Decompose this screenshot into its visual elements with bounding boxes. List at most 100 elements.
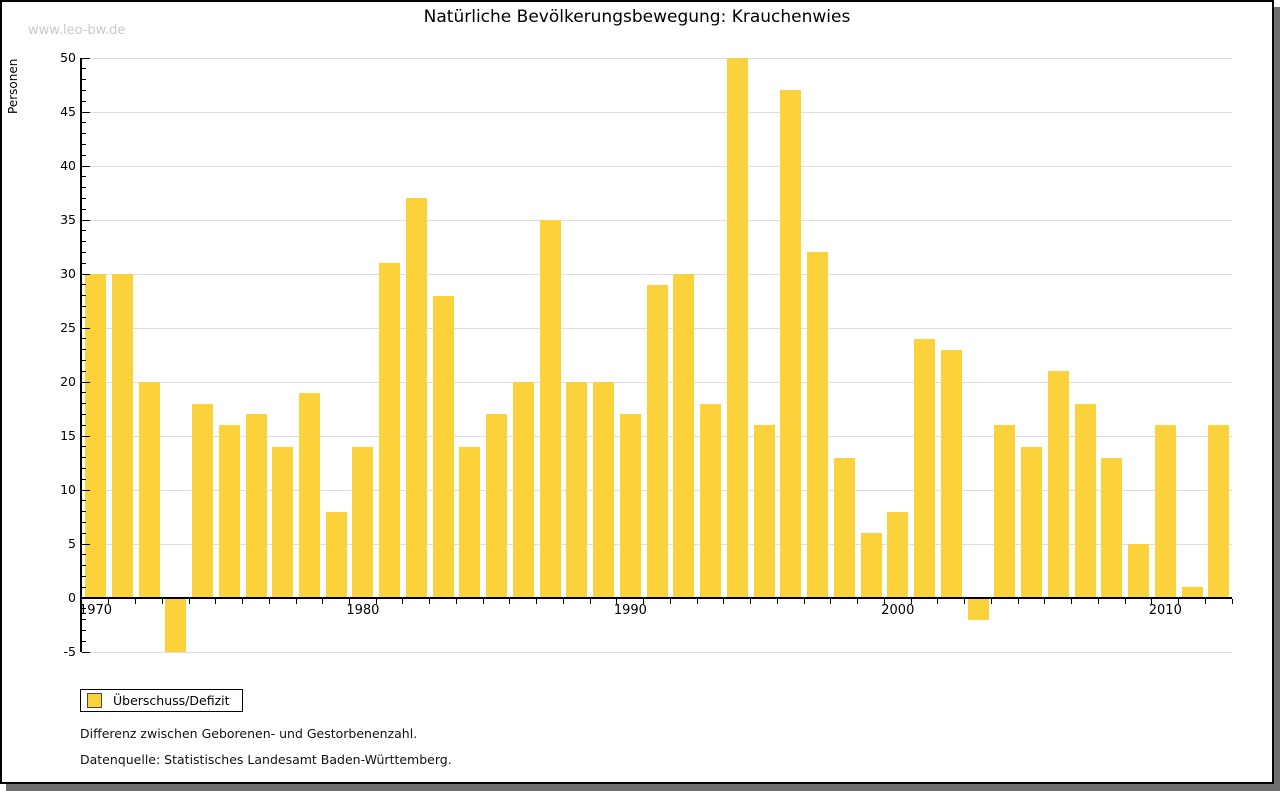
y-minor-tick <box>82 403 86 405</box>
y-major-tick <box>82 273 90 275</box>
y-minor-tick <box>82 241 86 243</box>
chart-title: Natürliche Bevölkerungsbewegung: Krauche… <box>423 7 851 27</box>
x-tick <box>188 599 190 604</box>
bar-1979 <box>325 511 347 598</box>
bar-2008 <box>1101 457 1123 598</box>
bar-1998 <box>833 457 855 598</box>
y-minor-tick <box>82 143 86 145</box>
y-minor-tick <box>82 68 86 70</box>
x-tick <box>750 599 752 604</box>
x-tick <box>910 599 912 604</box>
gridline <box>82 111 1232 113</box>
x-tick <box>1231 599 1233 604</box>
bar-1984 <box>459 446 481 598</box>
y-minor-tick <box>82 532 86 534</box>
x-tick <box>429 599 431 604</box>
y-minor-tick <box>82 640 86 642</box>
y-major-tick <box>82 111 90 113</box>
x-tick <box>348 599 350 604</box>
y-tick-label: 50 <box>60 50 76 65</box>
bar-1983 <box>432 295 454 598</box>
x-tick <box>322 599 324 604</box>
x-tick-label: 2000 <box>881 603 915 618</box>
y-minor-tick <box>82 262 86 264</box>
gridline <box>82 273 1232 275</box>
y-tick-label: 5 <box>68 536 76 551</box>
y-minor-tick <box>82 251 86 253</box>
x-tick <box>857 599 859 604</box>
y-minor-tick <box>82 511 86 513</box>
y-tick-label: 0 <box>68 590 76 605</box>
y-minor-tick <box>82 554 86 556</box>
y-tick-label: 25 <box>60 320 76 335</box>
x-tick <box>1017 599 1019 604</box>
x-tick <box>1178 599 1179 604</box>
y-minor-tick <box>82 79 86 81</box>
bar-1974 <box>192 403 213 598</box>
x-tick <box>455 599 457 604</box>
bar-1988 <box>566 382 588 598</box>
y-tick-label: 10 <box>60 482 76 497</box>
y-minor-tick <box>82 154 86 156</box>
y-minor-tick <box>82 133 86 135</box>
bar-1971 <box>111 274 133 598</box>
bar-2000 <box>887 511 909 598</box>
x-tick <box>643 599 645 604</box>
bar-2006 <box>1047 371 1069 598</box>
y-minor-tick <box>82 619 86 621</box>
x-tick <box>268 599 270 604</box>
y-tick-label: 30 <box>60 266 76 281</box>
bar-2011 <box>1181 587 1203 598</box>
y-major-tick <box>82 57 90 59</box>
x-tick <box>242 599 243 604</box>
x-tick <box>830 599 832 604</box>
y-tick-label: 35 <box>60 212 76 227</box>
bar-1985 <box>486 414 508 598</box>
y-minor-tick <box>82 122 86 124</box>
bar-1992 <box>673 274 695 598</box>
gridline <box>82 219 1232 221</box>
bar-1972 <box>138 382 160 598</box>
y-minor-tick <box>82 575 86 577</box>
bar-1975 <box>218 425 240 598</box>
x-tick <box>1097 599 1099 604</box>
y-tick-label: -5 <box>63 644 76 659</box>
x-tick <box>108 599 110 604</box>
legend-label: Überschuss/Defizit <box>113 693 230 708</box>
bar-2001 <box>914 338 936 598</box>
bar-1970 <box>85 274 106 598</box>
x-tick <box>1124 599 1126 604</box>
bar-1997 <box>807 252 829 598</box>
y-minor-tick <box>82 208 86 210</box>
y-minor-tick <box>82 89 86 91</box>
bar-1991 <box>646 284 668 598</box>
y-minor-tick <box>82 500 86 502</box>
x-tick <box>723 599 725 604</box>
x-tick <box>669 599 671 604</box>
bar-1990 <box>619 414 641 598</box>
x-tick <box>937 599 939 604</box>
y-minor-tick <box>82 316 86 318</box>
y-major-tick <box>82 165 90 167</box>
bar-1999 <box>860 533 882 598</box>
y-minor-tick <box>82 457 86 459</box>
y-minor-tick <box>82 176 86 178</box>
bar-1993 <box>700 403 722 598</box>
gridline <box>82 651 1232 653</box>
x-tick <box>536 599 538 604</box>
x-tick <box>964 599 966 604</box>
y-minor-tick <box>82 586 86 588</box>
y-minor-tick <box>82 349 86 351</box>
y-minor-tick <box>82 187 86 189</box>
bar-1973 <box>165 598 187 652</box>
x-tick-label: 2010 <box>1148 603 1182 618</box>
bar-2009 <box>1128 544 1149 598</box>
y-major-tick <box>82 327 90 329</box>
bar-2004 <box>994 425 1016 598</box>
bar-2007 <box>1074 403 1096 598</box>
x-tick <box>562 599 564 604</box>
footnote-definition: Differenz zwischen Geborenen- und Gestor… <box>80 726 418 741</box>
y-major-tick <box>82 381 90 383</box>
legend-box: Überschuss/Defizit <box>80 689 243 712</box>
